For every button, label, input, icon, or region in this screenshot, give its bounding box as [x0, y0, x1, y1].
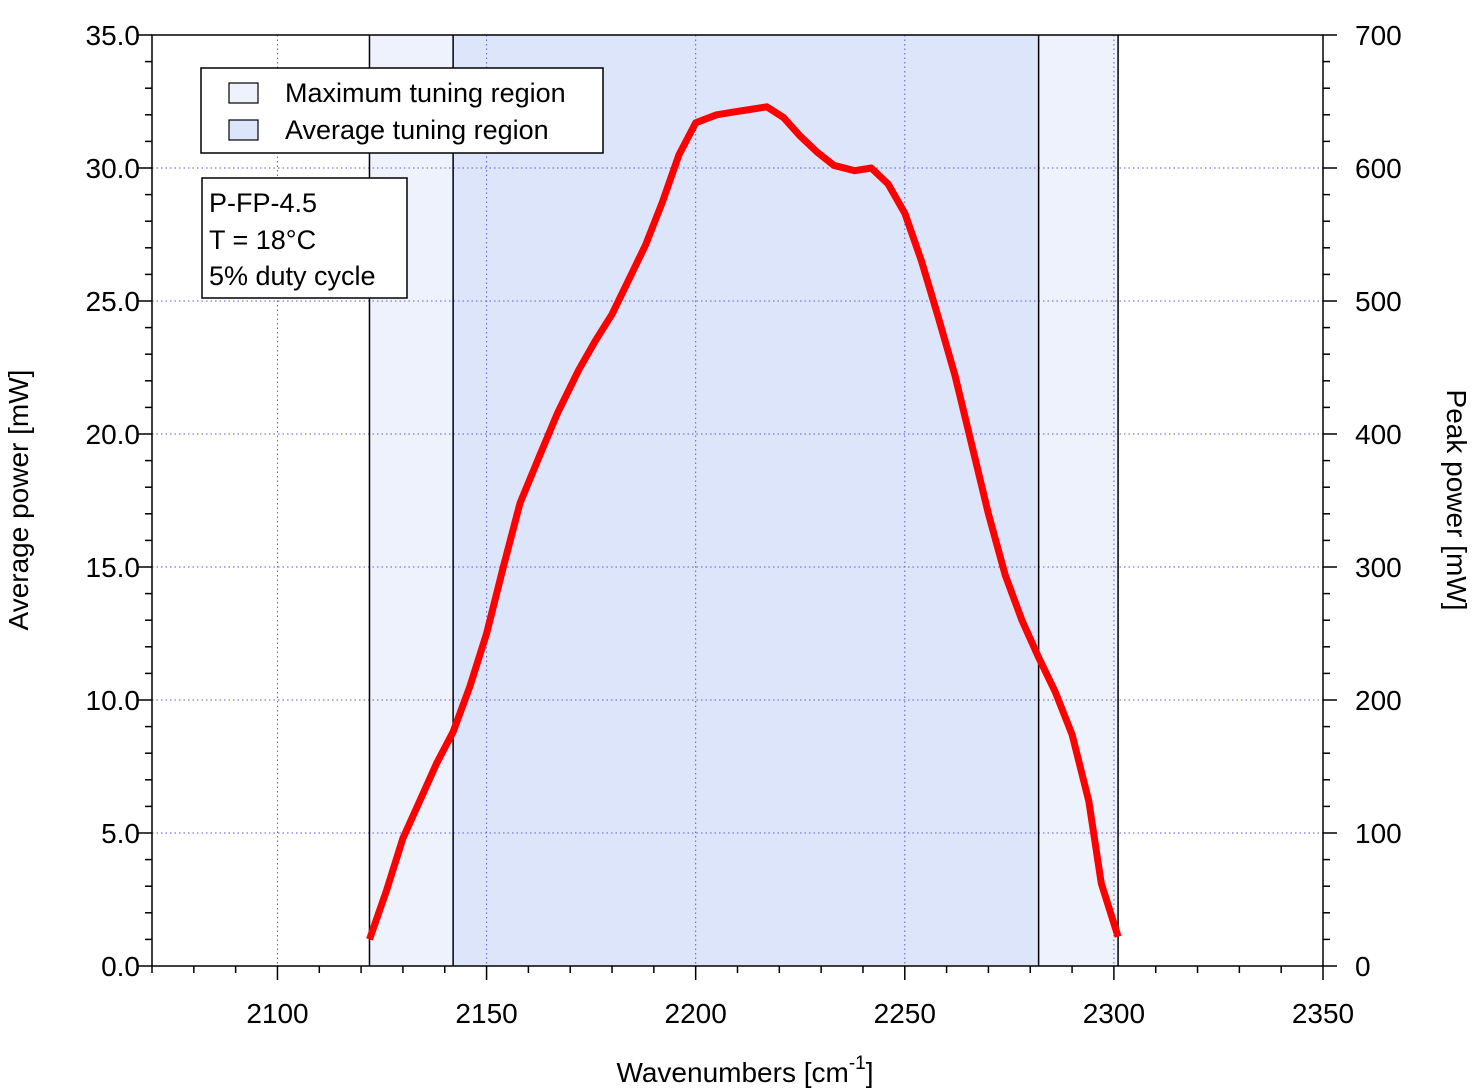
x-tick-label: 2150: [455, 998, 517, 1029]
x-tick-label: 2250: [874, 998, 936, 1029]
x-axis-label-main: Wavenumbers [cm: [616, 1057, 848, 1088]
axis-ticks: [138, 34, 1337, 980]
x-axis-label-end: ]: [866, 1057, 874, 1088]
series-line-0: [366, 103, 1122, 941]
x-tick-label: 2300: [1083, 998, 1145, 1029]
y-left-tick-label: 35.0: [86, 20, 141, 51]
x-axis-label-superscript: -1: [849, 1053, 866, 1074]
info-box: P-FP-4.5 T = 18°C 5% duty cycle: [201, 177, 408, 299]
series-layer: [366, 103, 1122, 941]
legend-swatch-maximum: [228, 82, 259, 104]
info-box-frame: [201, 177, 408, 299]
y-left-tick-label: 10.0: [86, 685, 141, 716]
y-right-tick-label: 500: [1355, 286, 1402, 317]
y-right-tick-label: 700: [1355, 20, 1402, 51]
x-tick-label: 2350: [1292, 998, 1354, 1029]
legend-frame: [200, 67, 604, 154]
axis-tick-labels: 2100 2150 2200 2250 2300 2350 0.0 5.0 10.0 15.0 20…: [86, 20, 1402, 1029]
grid-lines: [152, 35, 1323, 966]
y-right-tick-label: 0: [1355, 951, 1371, 982]
y-right-tick-label: 300: [1355, 552, 1402, 583]
y-axis-label-left: Average power [mW]: [3, 370, 34, 631]
y-right-tick-label: 100: [1355, 818, 1402, 849]
x-tick-label: 2200: [665, 998, 727, 1029]
info-duty-cycle: 5% duty cycle: [209, 261, 376, 291]
info-device: P-FP-4.5: [209, 188, 317, 218]
y-right-tick-label: 600: [1355, 153, 1402, 184]
x-axis-label: Wavenumbers [cm-1]: [616, 1053, 873, 1088]
y-left-tick-label: 0.0: [101, 951, 140, 982]
y-left-tick-label: 15.0: [86, 552, 141, 583]
y-left-tick-label: 5.0: [101, 818, 140, 849]
tuning-regions: [369, 35, 1119, 966]
info-temperature: T = 18°C: [209, 225, 316, 255]
legend-label-average: Average tuning region: [285, 115, 549, 145]
y-right-tick-label: 400: [1355, 419, 1402, 450]
legend-label-maximum: Maximum tuning region: [285, 78, 566, 108]
legend-swatch-average: [228, 119, 259, 141]
y-left-tick-label: 25.0: [86, 286, 141, 317]
y-axis-label-right: Peak power [mW]: [1441, 390, 1472, 611]
y-left-tick-label: 20.0: [86, 419, 141, 450]
x-tick-label: 2100: [246, 998, 308, 1029]
legend: Maximum tuning region Average tuning reg…: [200, 67, 604, 154]
y-left-tick-label: 30.0: [86, 153, 141, 184]
y-right-tick-label: 200: [1355, 685, 1402, 716]
region-1: [453, 35, 1039, 966]
